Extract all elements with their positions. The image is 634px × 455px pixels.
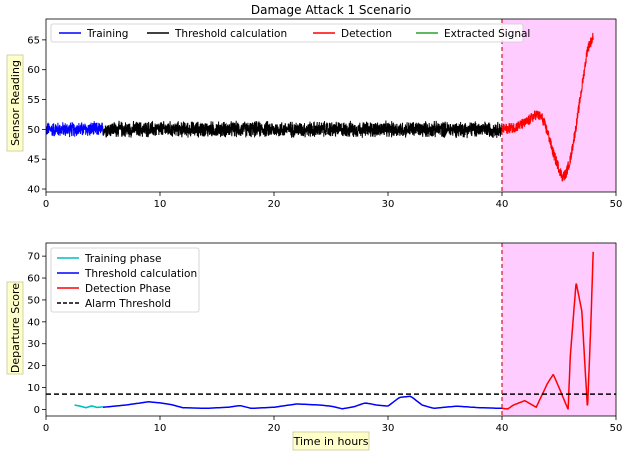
attack-shaded-region xyxy=(502,19,616,192)
x-tick-label: 0 xyxy=(43,423,49,434)
series-group xyxy=(46,32,594,182)
series-line-2 xyxy=(501,251,594,410)
y-tick-label: 10 xyxy=(27,383,40,394)
x-tick-label: 0 xyxy=(43,199,49,210)
y-axis-label-background xyxy=(6,54,24,152)
axes-frame xyxy=(45,18,617,193)
y-tick-label: 55 xyxy=(27,95,40,106)
x-tick-label: 30 xyxy=(382,199,395,210)
x-tick-label: 50 xyxy=(610,423,623,434)
x-tick-label: 50 xyxy=(610,199,623,210)
series-line-1 xyxy=(102,120,503,139)
series-line-0 xyxy=(46,121,104,138)
y-tick-label: 50 xyxy=(27,295,40,306)
legend-label: Detection Phase xyxy=(85,283,171,295)
series-line-1 xyxy=(102,395,502,410)
legend-label: Extracted Signal xyxy=(444,28,530,40)
x-tick-label: 20 xyxy=(268,199,281,210)
y-tick-label: 0 xyxy=(34,405,40,416)
legend-label: Threshold calculation xyxy=(174,28,287,40)
legend-label: Threshold calculation xyxy=(84,268,197,280)
y-tick-label: 30 xyxy=(27,339,40,350)
x-axis-label: Time in hours xyxy=(293,435,369,448)
legend-label: Detection xyxy=(341,28,392,40)
legend-box xyxy=(50,23,524,43)
x-tick-label: 10 xyxy=(154,423,167,434)
legend-label: Training xyxy=(86,28,128,40)
series-group xyxy=(46,251,616,410)
sensor-reading-plot: Damage Attack 1 Scenario Sensor Reading … xyxy=(6,3,623,210)
chart-title: Damage Attack 1 Scenario xyxy=(251,3,411,17)
y-axis-label-box: Sensor Reading xyxy=(6,54,24,152)
legend-box xyxy=(50,247,200,313)
legend: Training phase Threshold calculation Detec… xyxy=(50,247,200,313)
y-axis-label: Departure Score xyxy=(9,283,22,373)
axes-frame xyxy=(45,242,617,417)
y-tick-label: 65 xyxy=(27,35,40,46)
y-axis-label-box: Departure Score xyxy=(6,281,24,375)
x-tick-label: 40 xyxy=(496,423,509,434)
y-tick-label: 50 xyxy=(27,125,40,136)
x-tick-label: 10 xyxy=(154,199,167,210)
y-tick-label: 45 xyxy=(27,155,40,166)
y-tick-label: 60 xyxy=(27,65,40,76)
y-tick-label: 40 xyxy=(27,317,40,328)
y-tick-label: 60 xyxy=(27,274,40,285)
y-tick-label: 20 xyxy=(27,361,40,372)
attack-shaded-region xyxy=(502,243,616,416)
x-tick-label: 20 xyxy=(268,423,281,434)
legend-label: Alarm Threshold xyxy=(85,298,171,310)
x-axis-label-background xyxy=(292,431,370,451)
y-tick-label: 70 xyxy=(27,252,40,263)
y-tick-label: 40 xyxy=(27,185,40,196)
x-tick-label: 30 xyxy=(382,423,395,434)
x-axis-label-box: Time in hours xyxy=(292,431,370,451)
series-line-0 xyxy=(74,404,104,409)
departure-score-plot: Departure Score Time in hours 0 10 20 30 40 5… xyxy=(6,242,623,451)
series-line-2 xyxy=(501,32,594,182)
legend-label: Training phase xyxy=(84,253,161,265)
y-axis-label: Sensor Reading xyxy=(9,60,22,146)
legend: Training Threshold calculation Detection Ex… xyxy=(50,23,530,43)
y-axis-label-background xyxy=(6,281,24,375)
x-tick-label: 40 xyxy=(496,199,509,210)
